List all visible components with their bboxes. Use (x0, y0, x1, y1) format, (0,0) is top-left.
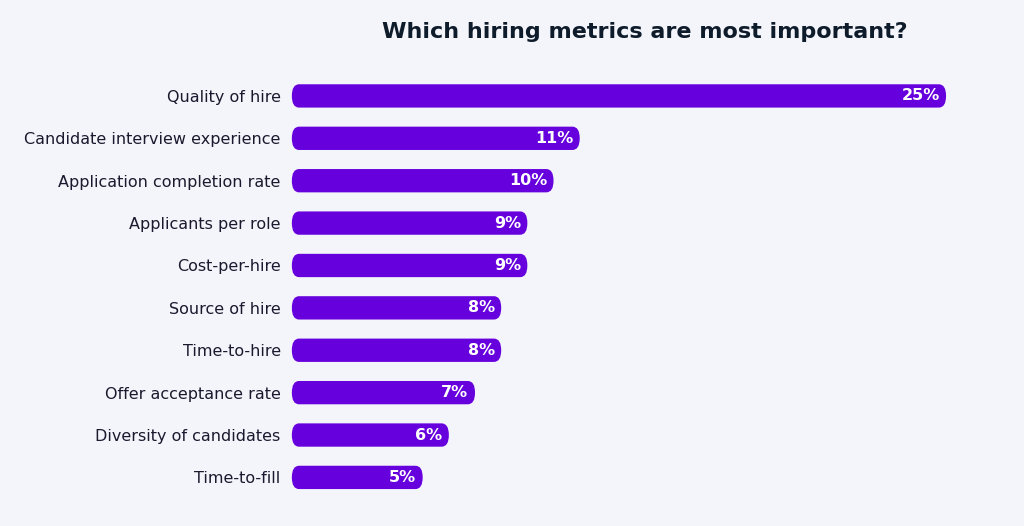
FancyBboxPatch shape (292, 381, 475, 404)
Text: 7%: 7% (441, 385, 468, 400)
Text: 9%: 9% (494, 258, 521, 273)
FancyBboxPatch shape (292, 211, 527, 235)
Text: 11%: 11% (535, 131, 573, 146)
FancyBboxPatch shape (292, 169, 554, 193)
FancyBboxPatch shape (292, 254, 527, 277)
Text: 5%: 5% (389, 470, 416, 485)
FancyBboxPatch shape (292, 127, 580, 150)
Text: 25%: 25% (901, 88, 940, 104)
FancyBboxPatch shape (292, 423, 449, 447)
Text: 8%: 8% (468, 343, 495, 358)
FancyBboxPatch shape (292, 466, 423, 489)
Text: 9%: 9% (494, 216, 521, 230)
FancyBboxPatch shape (292, 84, 946, 108)
Text: 6%: 6% (415, 428, 442, 442)
FancyBboxPatch shape (292, 296, 501, 319)
Title: Which hiring metrics are most important?: Which hiring metrics are most important? (382, 22, 908, 42)
FancyBboxPatch shape (292, 339, 501, 362)
Text: 8%: 8% (468, 300, 495, 316)
Text: 10%: 10% (509, 173, 547, 188)
